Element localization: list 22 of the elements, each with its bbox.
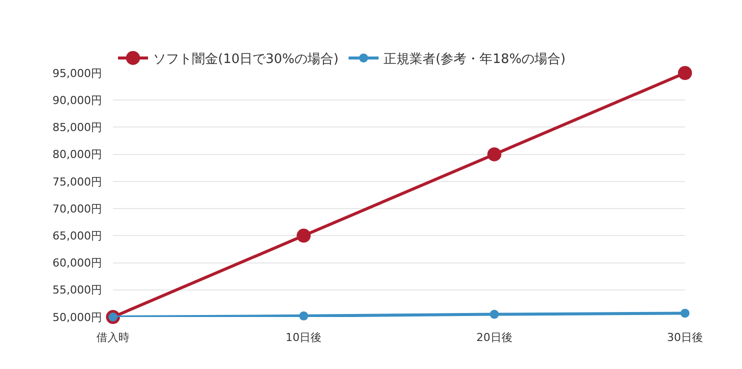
y-tick-label: 60,000円 (52, 256, 102, 270)
y-tick-label: 65,000円 (52, 230, 102, 243)
y-tick-label: 70,000円 (52, 202, 102, 216)
y-tick-label: 95,000円 (52, 66, 102, 80)
y-tick-label: 85,000円 (52, 121, 102, 134)
point (680, 308, 690, 318)
x-tick-label: 10日後 (286, 331, 322, 344)
point (490, 310, 499, 319)
y-tick-label: 80,000円 (52, 148, 102, 162)
y-tick-label: 75,000円 (52, 175, 102, 188)
x-tick-label: 30日後 (667, 331, 703, 344)
legend-label: ソフト闇金(10日で30%の場合) (153, 52, 339, 68)
point (487, 147, 502, 162)
point (299, 311, 308, 320)
x-tick-label: 借入時 (96, 331, 130, 344)
point (678, 66, 692, 80)
point (296, 228, 311, 243)
y-tick-label: 90,000円 (52, 94, 102, 107)
y-tick-label: 50,000円 (52, 310, 102, 324)
legend-label: 正規業者(参考・年18%の場合) (384, 52, 566, 68)
y-tick-label: 55,000円 (52, 284, 102, 297)
x-tick-label: 20日後 (476, 331, 512, 344)
